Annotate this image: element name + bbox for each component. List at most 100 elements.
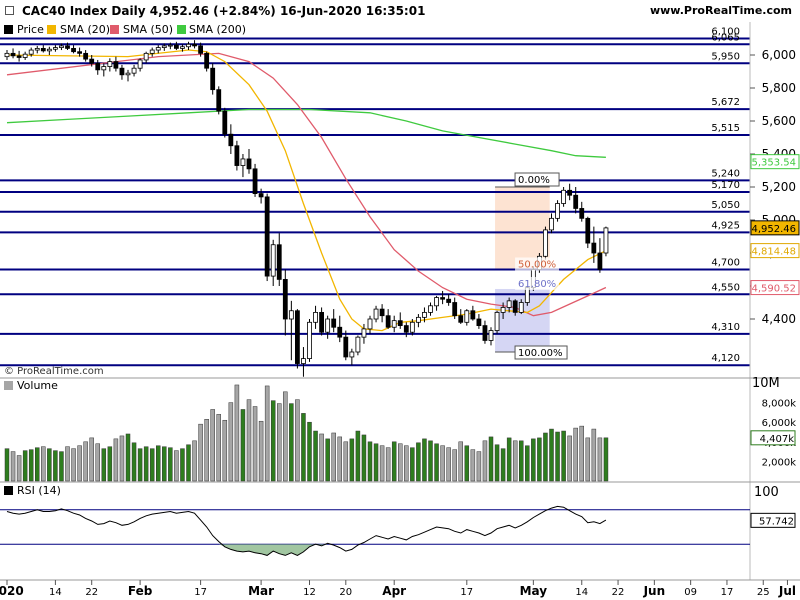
candle-body-3 [22,53,28,58]
time-label-7: 20 [339,587,352,598]
value-tag-0: 5,353.54 [751,158,796,169]
volume-bar-93 [567,435,572,482]
volume-bar-43 [264,385,270,482]
level-label-10: 4,550 [711,282,740,293]
fib-label-0: 0.00% [518,175,550,186]
volume-bar-86 [525,445,530,482]
legend-price: Price [17,23,44,36]
candle-body-89 [543,229,548,257]
volume-bar-81 [494,444,500,482]
level-label-0: 6,100 [711,27,740,38]
volume-legend: Volume [4,379,58,392]
website-link[interactable]: www.ProRealTime.com [649,4,792,17]
candle-body-51 [313,311,318,323]
volume-bar-25 [156,445,161,482]
legend-sma20: SMA (20) [60,23,110,36]
candle-body-98 [597,252,603,270]
candle-body-99 [603,227,609,254]
volume-bar-38 [234,384,240,482]
volume-bar-82 [500,448,506,482]
sma50-legend-swatch [110,25,119,34]
volume-bar-42 [258,420,264,482]
time-label-15: 17 [721,587,734,598]
candle-body-44 [270,244,276,277]
volume-bar-74 [452,449,457,482]
time-label-17: Jul [778,584,796,598]
volume-bar-10 [65,446,70,482]
volume-bar-99 [603,437,609,482]
time-label-12: 22 [612,587,625,598]
candle-body-83 [506,300,512,308]
candle-body-70 [428,305,433,313]
volume-bar-12 [77,445,82,482]
legend-rsi: RSI (14) [17,484,61,497]
volume-bar-60 [367,441,373,482]
volume-bar-80 [488,436,494,482]
volume-bar-1 [10,451,16,482]
volume-bar-68 [416,442,421,482]
time-label-1: 14 [49,587,62,598]
time-label-9: 17 [460,587,473,598]
volume-bar-4 [28,449,34,482]
volume-tick-label-0: 10M [752,376,780,391]
volume-bar-28 [174,450,179,482]
candle-body-24 [149,49,155,54]
volume-bar-59 [361,434,367,482]
volume-bar-33 [204,419,209,482]
candle-body-21 [131,67,137,74]
volume-bar-56 [343,441,349,482]
candle-body-94 [573,194,579,209]
volume-bar-66 [404,445,409,482]
volume-bar-39 [240,409,246,482]
time-label-16: 25 [757,587,770,598]
volume-bar-32 [198,423,203,482]
candle-body-15 [95,62,101,71]
candle-body-54 [331,318,337,328]
time-label-4: 17 [194,587,207,598]
value-tag-box-0 [750,154,800,170]
sma200-legend-swatch [177,25,186,34]
candle-body-5 [34,48,40,51]
level-label-1: 6,065 [711,32,740,43]
candle-body-82 [500,307,506,313]
candle-body-78 [476,318,482,326]
volume-bar-50 [307,421,312,482]
candle-body-41 [252,168,258,195]
volume-last-box [750,430,796,446]
value-tag-3: 4,590.52 [751,284,796,295]
volume-bar-9 [59,451,64,482]
window-icon[interactable] [5,6,14,15]
time-label-3: Feb [128,584,153,598]
volume-bar-6 [41,446,46,482]
volume-bar-77 [470,449,476,482]
candle-body-16 [101,66,107,71]
volume-bar-84 [512,440,518,482]
rsi-tick-label-1: 57.742 [759,516,794,527]
time-label-2: 22 [85,587,98,598]
level-label-5: 5,240 [711,168,740,179]
candle-body-93 [567,189,573,196]
volume-bar-69 [422,438,427,482]
rsi-axis: 100 57.742 [750,485,796,528]
candle-body-14 [89,58,95,64]
candle-body-0 [4,52,10,58]
volume-bar-73 [446,447,451,482]
time-label-14: 09 [684,587,697,598]
candle-body-55 [337,326,343,338]
volume-bar-31 [192,440,197,482]
volume-bar-83 [506,437,512,482]
candle-body-25 [155,47,161,51]
candle-body-67 [409,321,415,333]
candle-body-65 [397,320,403,326]
volume-bar-51 [313,430,318,482]
level-label-7: 5,050 [711,200,740,211]
candle-body-9 [59,45,64,48]
fib-label-box-3 [514,345,568,360]
support-resistance-levels [0,37,750,367]
fib-label-box-0 [514,172,560,187]
volume-bar-76 [464,445,470,482]
fib-label-box-1 [515,257,560,271]
volume-last-label: 4,407k [760,434,795,445]
candle-body-17 [107,61,113,67]
